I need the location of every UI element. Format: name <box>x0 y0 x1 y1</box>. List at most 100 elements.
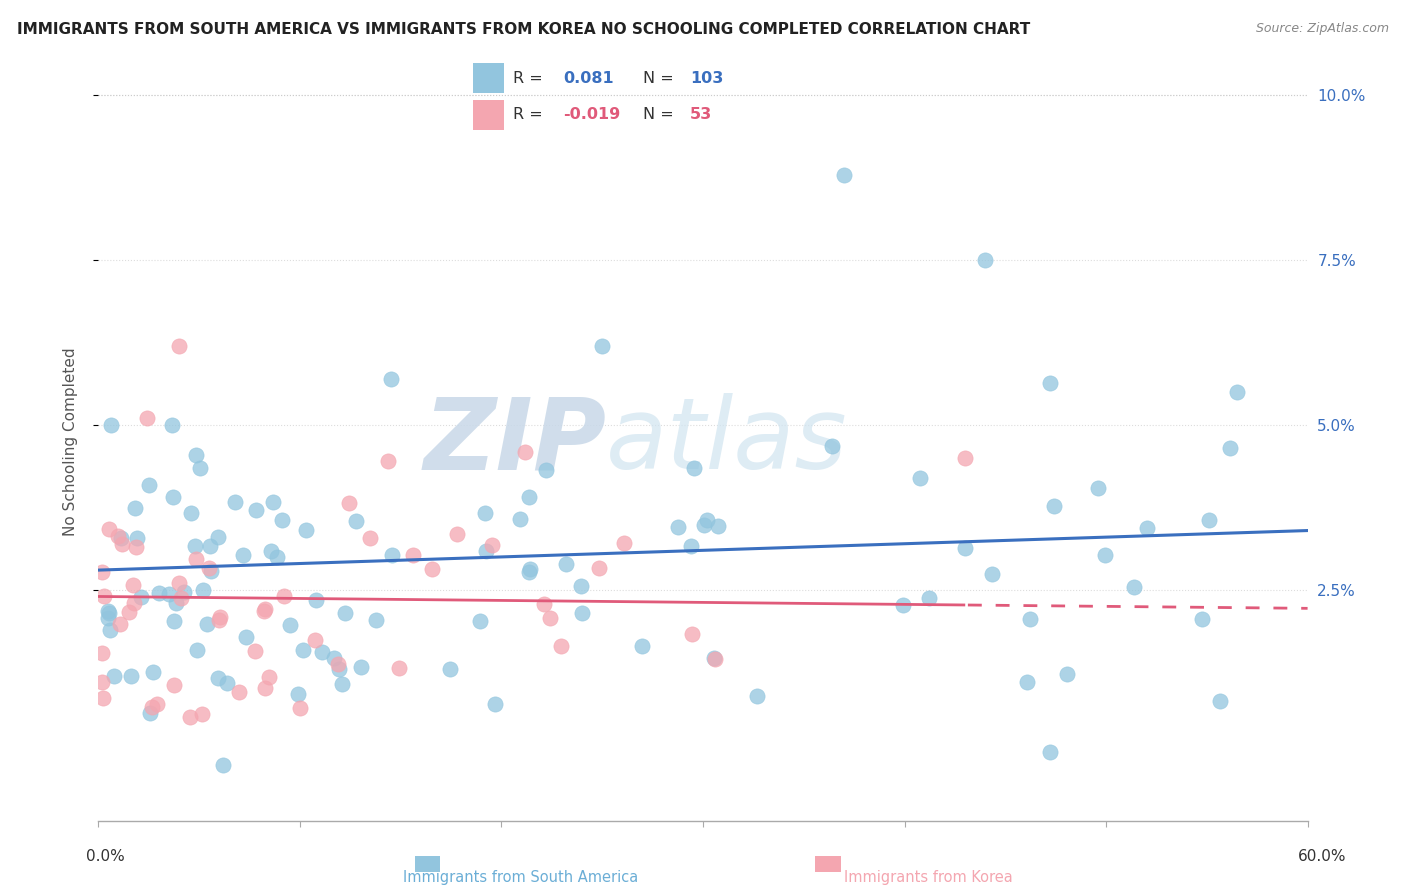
Point <box>337 496 360 510</box>
Point <box>207 530 229 544</box>
Point <box>571 607 593 621</box>
Point <box>118 606 141 620</box>
Point <box>704 651 727 665</box>
Point <box>519 562 541 576</box>
Point <box>747 689 769 703</box>
Point <box>280 617 302 632</box>
Text: -0.019: -0.019 <box>562 107 620 122</box>
Point <box>696 512 718 526</box>
Point <box>588 560 610 574</box>
Point <box>141 700 163 714</box>
Point <box>212 757 235 772</box>
Point <box>380 372 402 386</box>
Point <box>167 339 190 353</box>
Point <box>110 616 132 631</box>
Point <box>200 564 222 578</box>
Point <box>122 596 145 610</box>
Point <box>186 642 208 657</box>
Point <box>260 544 283 558</box>
Point <box>129 590 152 604</box>
Point <box>332 677 354 691</box>
Point <box>136 411 159 425</box>
Point <box>294 523 316 537</box>
Point <box>224 495 246 509</box>
Point <box>1136 521 1159 535</box>
Point <box>207 671 229 685</box>
Point <box>681 627 703 641</box>
FancyBboxPatch shape <box>474 100 505 130</box>
Point <box>681 539 703 553</box>
Point <box>198 561 221 575</box>
Point <box>328 657 350 671</box>
Point <box>100 417 122 432</box>
Point <box>1019 612 1042 626</box>
Text: N =: N = <box>644 70 673 86</box>
Point <box>509 512 531 526</box>
Point <box>305 592 328 607</box>
Point <box>335 606 357 620</box>
Text: ZIP: ZIP <box>423 393 606 490</box>
Text: 53: 53 <box>690 107 711 122</box>
Point <box>1039 745 1062 759</box>
Point <box>184 539 207 553</box>
Point <box>692 517 714 532</box>
Point <box>124 500 146 515</box>
Point <box>253 604 276 618</box>
Point <box>91 646 114 660</box>
Point <box>91 674 114 689</box>
Point <box>148 586 170 600</box>
Point <box>235 630 257 644</box>
Point <box>1219 441 1241 455</box>
Point <box>515 445 537 459</box>
Text: N =: N = <box>644 107 673 122</box>
Point <box>481 538 503 552</box>
Text: 0.0%: 0.0% <box>86 849 125 864</box>
Point <box>666 519 689 533</box>
Point <box>167 576 190 591</box>
Point <box>569 579 592 593</box>
Point <box>538 611 561 625</box>
Point <box>215 676 238 690</box>
Point <box>120 668 142 682</box>
Text: R =: R = <box>513 70 543 86</box>
Point <box>292 643 315 657</box>
Y-axis label: No Schooling Completed: No Schooling Completed <box>63 347 77 536</box>
Point <box>245 644 267 658</box>
Point <box>534 463 557 477</box>
Point <box>703 650 725 665</box>
FancyBboxPatch shape <box>474 62 505 94</box>
Point <box>344 514 367 528</box>
Point <box>517 565 540 579</box>
Point <box>446 526 468 541</box>
Point <box>613 536 636 550</box>
Point <box>110 532 132 546</box>
Point <box>908 470 931 484</box>
Text: 0.081: 0.081 <box>562 70 613 86</box>
Point <box>184 552 207 566</box>
Point <box>591 339 613 353</box>
Point <box>97 610 120 624</box>
Point <box>388 661 411 675</box>
Text: Immigrants from South America: Immigrants from South America <box>402 870 638 885</box>
Point <box>139 706 162 720</box>
Point <box>195 617 218 632</box>
Point <box>402 548 425 562</box>
Point <box>180 506 202 520</box>
Point <box>470 614 492 628</box>
Point <box>420 561 443 575</box>
Point <box>1191 612 1213 626</box>
Point <box>198 539 221 553</box>
Point <box>254 602 277 616</box>
Point <box>682 461 704 475</box>
Point <box>707 518 730 533</box>
Point <box>262 494 284 508</box>
Point <box>364 613 387 627</box>
Point <box>173 584 195 599</box>
Point <box>97 522 120 536</box>
Point <box>273 589 295 603</box>
Point <box>287 687 309 701</box>
Point <box>208 609 231 624</box>
Point <box>111 537 134 551</box>
Point <box>350 660 373 674</box>
Point <box>328 663 350 677</box>
